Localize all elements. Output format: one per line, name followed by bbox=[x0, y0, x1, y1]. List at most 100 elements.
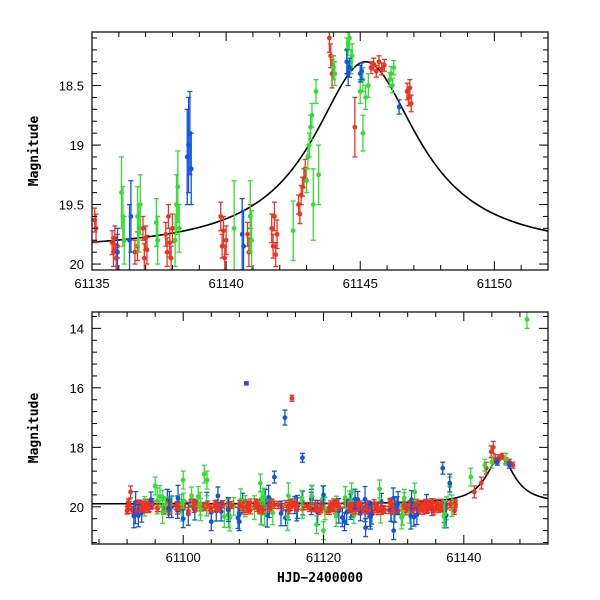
series-blue bbox=[180, 380, 512, 541]
data-point bbox=[290, 200, 296, 262]
data-point bbox=[128, 180, 134, 253]
data-point bbox=[168, 245, 174, 270]
data-point bbox=[408, 94, 414, 113]
x-tick-label: 61100 bbox=[166, 550, 201, 565]
data-point bbox=[131, 503, 137, 529]
series-green bbox=[119, 32, 397, 270]
series-blue bbox=[114, 49, 402, 270]
data-point bbox=[243, 500, 249, 514]
data-point bbox=[313, 503, 319, 513]
data-point bbox=[140, 215, 146, 241]
data-point bbox=[329, 503, 335, 513]
data-point bbox=[218, 201, 224, 232]
data-point bbox=[208, 503, 214, 513]
plot-frame bbox=[91, 31, 549, 271]
data-point bbox=[172, 213, 178, 268]
data-point bbox=[204, 470, 210, 490]
data-point bbox=[155, 215, 161, 265]
data-point bbox=[236, 512, 242, 532]
data-point bbox=[369, 503, 375, 525]
data-point bbox=[144, 234, 150, 265]
data-point bbox=[201, 464, 207, 484]
plot-area bbox=[92, 32, 548, 270]
data-point bbox=[478, 476, 484, 490]
data-point bbox=[490, 440, 496, 454]
model-curve bbox=[92, 60, 548, 243]
data-point bbox=[160, 499, 166, 524]
data-point bbox=[299, 489, 305, 507]
data-point bbox=[275, 500, 281, 510]
data-point bbox=[132, 239, 138, 265]
data-point bbox=[240, 502, 246, 512]
data-point bbox=[378, 503, 384, 512]
data-point bbox=[342, 486, 348, 509]
data-point bbox=[121, 215, 127, 265]
data-point bbox=[271, 470, 277, 484]
data-point bbox=[316, 144, 322, 206]
bottom-panel: 61100 61120 61140 14 16 18 20 Magnitude HJD−2400… bbox=[27, 311, 549, 586]
data-point bbox=[503, 452, 509, 466]
plot-frame bbox=[91, 311, 549, 545]
data-point bbox=[524, 312, 530, 330]
data-point bbox=[396, 99, 402, 115]
data-point bbox=[213, 502, 219, 512]
data-point bbox=[313, 515, 319, 535]
x-tick-label: 61120 bbox=[306, 550, 341, 565]
data-point bbox=[180, 470, 186, 490]
x-tick-label: 61145 bbox=[343, 276, 378, 291]
data-point bbox=[175, 502, 181, 512]
data-point bbox=[482, 458, 488, 472]
data-point bbox=[304, 168, 310, 194]
data-point bbox=[137, 174, 143, 235]
data-point bbox=[360, 504, 366, 514]
data-point bbox=[181, 492, 187, 510]
data-point bbox=[360, 114, 366, 152]
data-point bbox=[346, 503, 352, 513]
data-point bbox=[135, 503, 141, 528]
data-point bbox=[157, 484, 163, 508]
axes: 61135 61140 61145 61150 18.5 19 19.5 20 Magnitud… bbox=[27, 32, 549, 291]
data-point bbox=[352, 488, 358, 510]
data-point bbox=[419, 499, 425, 509]
data-point bbox=[389, 77, 395, 94]
data-point bbox=[166, 499, 172, 519]
data-point bbox=[328, 43, 334, 69]
data-point bbox=[271, 500, 277, 510]
axes: 61100 61120 61140 14 16 18 20 Magnitude HJD−2400… bbox=[27, 312, 549, 586]
data-point bbox=[381, 58, 387, 72]
baseline-points bbox=[124, 482, 459, 532]
y-tick-label: 18 bbox=[70, 440, 84, 455]
y-tick-label: 20 bbox=[70, 500, 84, 515]
data-point bbox=[506, 461, 512, 469]
data-point bbox=[349, 43, 355, 69]
data-point bbox=[431, 507, 437, 516]
plot-area bbox=[92, 312, 548, 541]
data-point bbox=[271, 201, 277, 232]
data-point bbox=[307, 503, 313, 513]
y-tick-label: 16 bbox=[70, 381, 84, 396]
data-point bbox=[164, 237, 170, 268]
data-point bbox=[494, 458, 500, 466]
data-point bbox=[309, 484, 315, 507]
data-point bbox=[289, 394, 295, 402]
data-point bbox=[154, 503, 160, 513]
y-tick-label: 19 bbox=[70, 138, 84, 153]
data-point bbox=[191, 498, 197, 507]
data-point bbox=[249, 209, 255, 270]
data-point bbox=[282, 409, 288, 426]
x-tick-label: 61140 bbox=[446, 550, 481, 565]
x-tick-label: 61140 bbox=[209, 276, 244, 291]
data-point bbox=[377, 479, 383, 499]
data-point bbox=[208, 512, 214, 532]
data-point bbox=[359, 62, 365, 81]
data-point bbox=[163, 496, 169, 514]
data-point bbox=[489, 455, 495, 469]
data-point bbox=[468, 467, 474, 487]
y-tick-label: 14 bbox=[70, 321, 84, 336]
data-point bbox=[185, 506, 191, 516]
data-point bbox=[363, 518, 369, 538]
data-point bbox=[326, 32, 332, 53]
data-point bbox=[390, 505, 396, 515]
data-point bbox=[231, 180, 237, 270]
